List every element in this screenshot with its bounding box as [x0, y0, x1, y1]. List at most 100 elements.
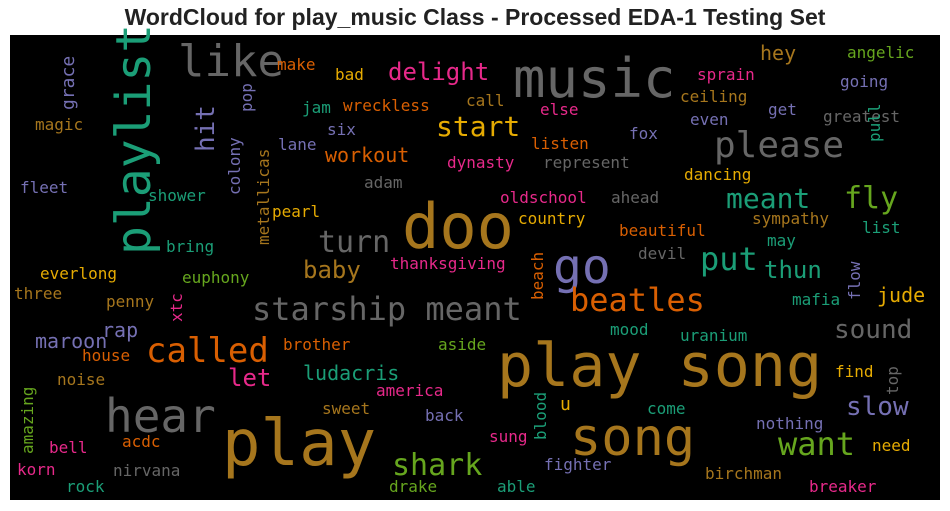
word-lane: lane	[278, 135, 317, 154]
word-dancing: dancing	[684, 165, 751, 184]
word-rock: rock	[66, 477, 105, 496]
word-call: call	[466, 91, 505, 110]
word-even: even	[690, 110, 729, 129]
word-euphony: euphony	[182, 268, 250, 287]
word-bad: bad	[335, 65, 364, 84]
word-greatest: greatest	[823, 107, 900, 126]
word-sound: sound	[834, 315, 912, 345]
word-sprain: sprain	[697, 65, 755, 84]
word-play-song: play song	[497, 331, 822, 401]
wordcloud-words: music play song play doo playlist like song hea…	[14, 24, 925, 496]
word-music: music	[513, 47, 676, 110]
word-fox: fox	[629, 124, 658, 143]
word-baby: baby	[303, 256, 361, 284]
word-jude: jude	[877, 283, 925, 307]
word-three: three	[14, 284, 62, 303]
word-sweet: sweet	[322, 399, 370, 418]
word-everlong: everlong	[40, 264, 117, 283]
word-playlist: playlist	[106, 24, 162, 255]
word-make: make	[277, 55, 316, 74]
word-metallicas: metallicas	[254, 149, 273, 245]
wordcloud-background	[10, 35, 940, 500]
word-song: song	[570, 408, 695, 468]
chart-title: WordCloud for play_music Class - Process…	[124, 4, 826, 30]
word-aside: aside	[438, 335, 486, 354]
word-pearl: pearl	[272, 202, 320, 221]
word-devil: devil	[638, 244, 686, 263]
word-workout: workout	[325, 143, 409, 167]
word-ahead: ahead	[611, 188, 659, 207]
word-magic: magic	[35, 115, 83, 134]
word-amazing: amazing	[18, 387, 37, 454]
word-pop: pop	[237, 83, 256, 112]
word-america: america	[376, 381, 443, 400]
word-meant: meant	[726, 182, 810, 215]
word-fleet: fleet	[20, 178, 68, 197]
word-get: get	[768, 100, 797, 119]
word-may: may	[767, 231, 796, 250]
word-grace: grace	[58, 56, 79, 110]
word-sympathy: sympathy	[752, 209, 829, 228]
word-ludacris: ludacris	[303, 361, 399, 385]
word-start: start	[436, 110, 520, 143]
word-put: put	[700, 240, 758, 278]
word-list: list	[862, 218, 901, 237]
word-slow: slow	[846, 392, 909, 422]
word-shower: shower	[148, 186, 206, 205]
word-oldschool: oldschool	[500, 188, 587, 207]
word-beatles: beatles	[570, 281, 705, 319]
word-fly: fly	[844, 181, 898, 216]
word-six: six	[327, 120, 356, 139]
word-thun: thun	[764, 256, 822, 284]
word-acdc: acdc	[122, 432, 161, 451]
word-drake: drake	[389, 477, 437, 496]
word-hit: hit	[191, 105, 221, 152]
word-doo: doo	[402, 190, 514, 263]
word-flow: flow	[845, 261, 864, 300]
word-korn: korn	[17, 460, 56, 479]
word-turn: turn	[318, 225, 390, 260]
word-adam: adam	[364, 173, 403, 192]
word-uranium: uranium	[680, 326, 747, 345]
word-going: going	[840, 72, 888, 91]
word-find: find	[835, 362, 874, 381]
word-mood: mood	[610, 320, 649, 339]
word-penny: penny	[106, 292, 155, 311]
word-beach: beach	[528, 252, 547, 300]
word-birchman: birchman	[705, 464, 782, 483]
word-pull: pull	[865, 103, 884, 142]
word-need: need	[872, 436, 911, 455]
word-ceiling: ceiling	[680, 87, 747, 106]
word-rap: rap	[102, 318, 138, 342]
word-brother: brother	[283, 335, 351, 354]
word-please: please	[714, 125, 844, 166]
word-shark: shark	[392, 448, 482, 483]
word-able: able	[497, 477, 536, 496]
word-maroon: maroon	[35, 329, 107, 353]
word-fighter: fighter	[544, 455, 612, 474]
word-xtc: xtc	[167, 293, 186, 322]
word-back: back	[425, 406, 464, 425]
word-blood: blood	[531, 392, 550, 440]
word-top: top	[883, 366, 902, 395]
word-listen: listen	[531, 134, 589, 153]
word-play: play	[222, 407, 376, 481]
word-else: else	[540, 100, 579, 119]
word-country: country	[518, 209, 586, 228]
word-go: go	[553, 239, 611, 295]
word-beautiful: beautiful	[619, 221, 706, 240]
word-like: like	[178, 36, 284, 87]
word-hear: hear	[105, 389, 216, 443]
word-u: u	[560, 394, 571, 415]
word-dynasty: dynasty	[447, 153, 515, 172]
word-noise: noise	[57, 370, 105, 389]
word-bell: bell	[49, 438, 88, 457]
word-house: house	[82, 346, 130, 365]
word-breaker: breaker	[809, 477, 877, 496]
word-come: come	[647, 399, 686, 418]
word-delight: delight	[388, 58, 489, 86]
word-mafia: mafia	[792, 290, 840, 309]
word-colony: colony	[225, 137, 244, 195]
word-nirvana: nirvana	[113, 461, 180, 480]
